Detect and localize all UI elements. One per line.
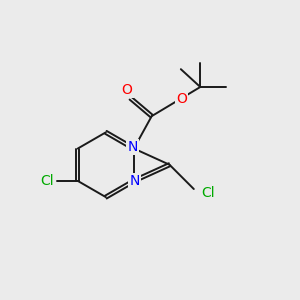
Text: Cl: Cl xyxy=(40,174,54,188)
Text: O: O xyxy=(176,92,187,106)
Text: Cl: Cl xyxy=(202,186,215,200)
Text: N: N xyxy=(127,140,138,154)
Text: O: O xyxy=(122,83,133,97)
Text: N: N xyxy=(129,174,140,188)
